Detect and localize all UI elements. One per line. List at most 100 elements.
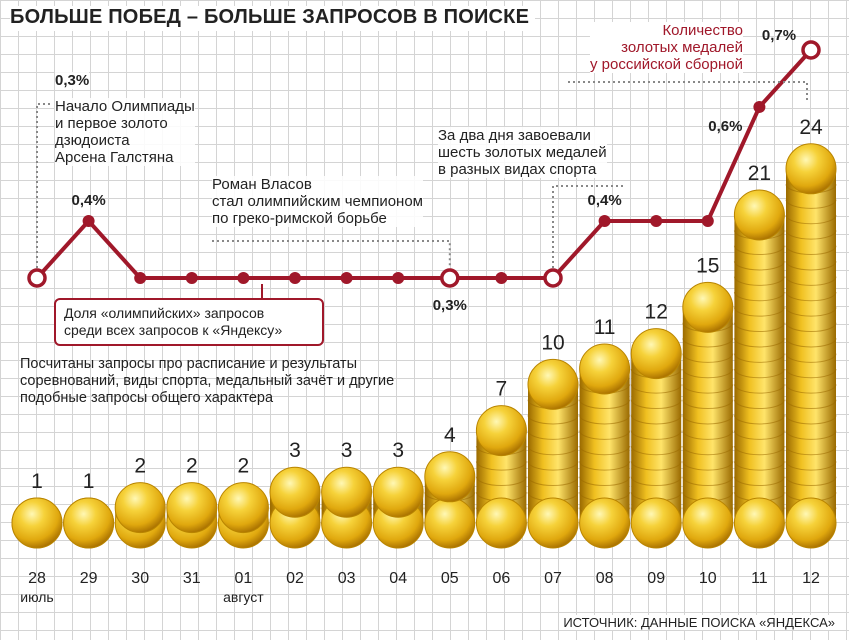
medal-bar-edge [785,261,837,271]
share-point [185,272,198,284]
medal-bar-top [321,466,373,518]
medal-bar-edge [733,353,785,363]
medal-value-label: 2 [186,455,198,478]
medal-value-label: 15 [696,254,719,277]
legend-line-share: Доля «олимпийских» запросов среди всех з… [54,298,324,346]
medal-bar-edge [475,461,527,471]
share-point [753,101,766,113]
leader-six-golds [552,185,624,268]
medal-bar: 2 [217,455,269,549]
x-tick-label: 30 [131,570,149,587]
x-tick-label: 05 [441,570,459,587]
medal-bar-edge [630,399,682,410]
medal-bar: 3 [269,439,321,549]
share-value-label: 0,7% [762,27,796,44]
share-value-label: 0,6% [708,118,742,135]
x-tick-label: 06 [493,570,511,587]
medal-bar-top [217,482,269,534]
medal-bar-edge [682,430,734,440]
medal-bar-edge [527,476,579,487]
medal-bar-edge [733,338,785,348]
medal-bar-edge [527,430,579,440]
medal-bar-edge [733,476,785,487]
medal-bar: 1 [11,470,63,549]
share-point [134,272,147,284]
medal-bar-edge [733,445,785,456]
medal-bar-edge [682,399,734,410]
medal-bar-top [166,482,218,534]
medal-bar: 24 [785,116,837,549]
medal-bar-edge [527,445,579,456]
medal-bar-edge [579,445,631,456]
medal-bar-top [475,405,527,457]
medal-bar-edge [733,461,785,471]
medal-bar-edge [630,476,682,487]
medal-bar: 21 [733,162,785,549]
share-value-label: 0,4% [71,192,105,209]
medal-bar-edge [682,368,734,379]
share-point [289,272,301,284]
medal-bar-edge [579,399,631,410]
medal-value-label: 1 [83,470,95,493]
x-tick-label: 31 [183,570,201,587]
x-tick-label: 09 [647,570,665,587]
share-point [495,272,508,284]
medal-bar-edge [733,415,785,425]
annotation-start: Начало Олимпиады и первое золото дзюдоис… [55,98,195,166]
medal-bar-edge [785,353,837,363]
share-value-label: 0,3% [433,297,467,314]
medal-bar-edge [682,445,734,456]
share-point [701,215,714,227]
medal-bar-edge [630,430,682,440]
medal-bar: 7 [475,378,527,549]
medal-bar: 1 [63,470,115,549]
medal-bar-top [785,143,837,195]
share-point [27,268,47,288]
medal-bar: 4 [424,424,476,549]
medal-bar-base [630,497,682,549]
medal-bar-side [579,369,630,523]
x-tick-label: 02 [286,570,304,587]
medal-bar-side [631,353,682,523]
medal-bar-base [424,497,476,549]
medal-value-label: 3 [289,439,301,462]
medal-bar-side [734,215,785,523]
medal-bar-edge [733,307,785,317]
medal-bar-edge [785,230,837,240]
medal-bar: 3 [321,439,373,549]
medal-bar-edge [785,245,837,256]
medal-bar-edge [630,415,682,425]
medal-bar-edge [733,276,785,286]
x-tick-label: 28 [28,570,46,587]
share-point [598,215,611,227]
x-tick-label: 11 [751,570,768,587]
medal-bar-edge [785,415,837,425]
medal-bar-base [682,497,734,549]
share-point [801,40,821,60]
medal-bar-edge [682,461,734,471]
medal-bar-edge [630,384,682,394]
medal-bar-edge [733,322,785,333]
medal-bar-edge [682,384,734,394]
legend-medals: Количество золотых медалей у российской … [589,22,743,73]
medal-bar-side [786,168,836,524]
medal-bar-top [11,497,63,549]
medal-bar-edge [785,461,837,471]
x-tick-label: 07 [544,570,562,587]
medal-bar-top [114,482,166,534]
medal-bar-edge [785,338,837,348]
medal-bar-edge [733,291,785,302]
share-point [82,215,95,227]
medal-bar-edge [475,476,527,487]
medal-value-label: 1 [31,470,43,493]
medal-bar-edge [733,430,785,440]
share-point [237,272,250,284]
annotation-vlasov: Роман Власов стал олимпийским чемпионом … [212,176,423,227]
medal-bar: 11 [579,316,631,549]
medal-bar-top [733,189,785,241]
source-note: ИСТОЧНИК: ДАННЫЕ ПОИСКА «ЯНДЕКСА» [561,615,837,630]
leader-vlasov [212,240,451,268]
medal-value-label: 11 [594,316,616,339]
medal-bar-top [269,466,321,518]
medal-bar-edge [785,445,837,456]
